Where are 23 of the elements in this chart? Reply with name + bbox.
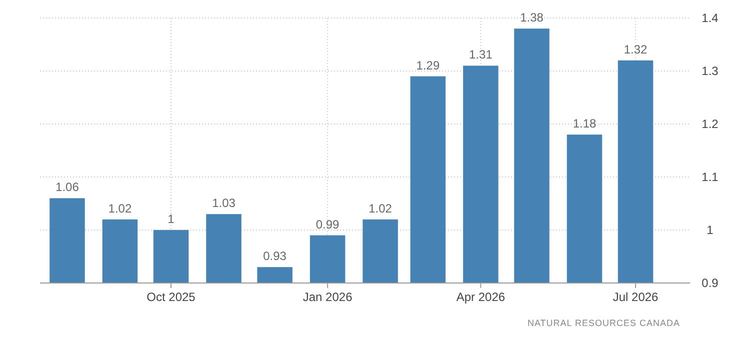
data-label: 1.03 xyxy=(212,196,236,210)
y-tick-label: 0.9 xyxy=(702,276,719,290)
y-tick-label: 1.2 xyxy=(702,117,719,131)
y-tick-label: 1.3 xyxy=(702,64,719,78)
data-label: 1.18 xyxy=(572,116,597,131)
data-label: 1.29 xyxy=(416,58,440,72)
data-label: 1.38 xyxy=(520,10,544,25)
data-label: 1.32 xyxy=(624,42,648,56)
data-label: 1.06 xyxy=(56,180,80,194)
x-tick-label: Jul 2026 xyxy=(612,290,659,304)
data-label: 1.31 xyxy=(469,48,493,62)
y-tick-label: 1 xyxy=(706,223,714,237)
x-tick-label: Jan 2026 xyxy=(302,290,353,304)
y-tick-label: 1.4 xyxy=(702,11,719,25)
text: NATURAL RESOURCES CANADA xyxy=(527,318,680,328)
data-label: 1 xyxy=(168,212,175,226)
y-tick-label: 1.1 xyxy=(702,170,719,184)
x-tick-label: Oct 2025 xyxy=(146,290,196,304)
data-label: 1.02 xyxy=(368,201,392,216)
data-label: 0.99 xyxy=(316,217,340,232)
data-label: 0.93 xyxy=(263,249,287,264)
data-label: 1.02 xyxy=(108,201,132,216)
x-tick-label: Apr 2026 xyxy=(456,290,506,304)
